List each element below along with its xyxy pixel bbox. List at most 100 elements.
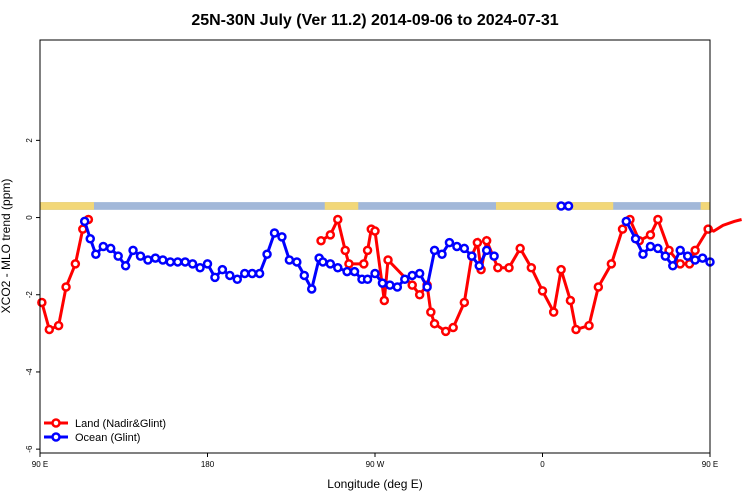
ocean-data-point xyxy=(254,268,265,279)
land-data-point xyxy=(414,289,425,300)
land-series xyxy=(37,214,742,337)
ocean-data-point xyxy=(325,259,336,269)
land-data-point xyxy=(459,297,470,308)
land-data-point xyxy=(383,255,393,265)
ocean-data-point xyxy=(467,251,477,261)
ocean-data-point xyxy=(262,249,272,259)
y-tick-label: -2 xyxy=(25,291,34,299)
ocean-data-point xyxy=(481,245,492,256)
ocean-data-point xyxy=(660,251,671,261)
land-data-point xyxy=(645,230,656,240)
ocean-data-point xyxy=(247,268,257,279)
ocean-data-point xyxy=(474,261,484,271)
legend-item-ocean: Ocean (Glint) xyxy=(44,432,140,444)
ocean-data-point xyxy=(143,255,153,265)
land-data-point xyxy=(617,224,628,234)
land-data-point xyxy=(556,264,566,275)
ocean-data-point xyxy=(172,257,183,267)
land-data-point xyxy=(703,224,713,234)
land-data-point xyxy=(526,262,537,273)
ocean-data-point xyxy=(668,261,678,271)
ocean-data-point xyxy=(105,243,116,254)
ocean-data-point xyxy=(85,234,95,244)
land-data-point xyxy=(448,322,458,333)
ocean-data-point xyxy=(400,274,410,285)
land-data-point xyxy=(515,243,525,254)
land-strip-segment xyxy=(495,202,614,210)
legend-item-land: Land (Nadir&Glint) xyxy=(44,418,166,430)
land-data-point xyxy=(548,307,559,317)
ocean-data-point xyxy=(292,257,302,267)
land-data-point xyxy=(493,262,503,273)
ocean-data-point xyxy=(563,201,574,211)
land-data-point xyxy=(426,307,436,317)
plot-frame xyxy=(39,39,711,454)
land-data-point xyxy=(653,214,663,225)
ocean-data-point xyxy=(239,268,250,279)
ocean-data-point xyxy=(210,272,220,283)
land-data-point xyxy=(37,297,47,308)
ocean-data-point xyxy=(98,241,109,252)
land-series-line xyxy=(40,218,90,332)
land-data-point xyxy=(675,259,685,269)
legend-marker xyxy=(51,418,61,428)
land-data-point xyxy=(333,214,343,225)
ocean-data-point xyxy=(377,278,388,288)
ocean-strip xyxy=(40,202,710,210)
ocean-data-point xyxy=(422,282,432,292)
land-data-point xyxy=(44,324,55,335)
land-data-point xyxy=(370,226,380,236)
land-data-point xyxy=(690,245,700,256)
land-data-point xyxy=(61,282,71,292)
legend-label: Ocean (Glint) xyxy=(75,432,140,444)
ocean-data-point xyxy=(437,249,447,259)
ocean-series xyxy=(79,201,715,294)
ocean-data-point xyxy=(342,266,352,277)
ocean-data-point xyxy=(306,284,317,294)
y-axis: -6 -4 -2 0 2 xyxy=(25,138,40,453)
ocean-data-point xyxy=(150,253,161,263)
land-data-point xyxy=(325,230,336,240)
land-data-point xyxy=(362,245,373,256)
ocean-data-point xyxy=(459,243,470,254)
ocean-data-point xyxy=(135,251,146,261)
ocean-data-point xyxy=(269,228,280,238)
land-data-point xyxy=(344,259,354,269)
ocean-data-point xyxy=(165,257,176,267)
land-data-point xyxy=(606,259,617,269)
ocean-data-point xyxy=(385,280,395,290)
ocean-data-point xyxy=(638,249,648,259)
ocean-data-point xyxy=(299,270,310,281)
ocean-data-point xyxy=(120,261,131,271)
y-tick-label: -4 xyxy=(25,368,34,376)
ocean-data-point xyxy=(414,268,425,279)
ocean-data-point xyxy=(225,270,235,281)
ocean-data-point xyxy=(158,255,168,265)
ocean-series-line xyxy=(83,220,496,294)
land-data-point xyxy=(379,295,390,306)
legend-marker xyxy=(51,432,61,442)
ocean-data-point xyxy=(362,274,373,285)
chart-title: 25N-30N July (Ver 11.2) 2014-09-06 to 20… xyxy=(191,12,558,29)
ocean-data-point xyxy=(370,268,380,279)
ocean-data-point xyxy=(187,259,198,269)
land-data-point xyxy=(53,320,64,331)
ocean-data-point xyxy=(333,262,343,273)
legend-label: Land (Nadir&Glint) xyxy=(75,418,166,430)
land-data-point xyxy=(504,262,514,273)
ocean-data-point xyxy=(277,232,287,242)
ocean-data-point xyxy=(318,257,328,267)
land-series-line xyxy=(320,215,742,334)
ocean-data-point xyxy=(675,245,685,256)
x-tick-label: 90 E xyxy=(702,460,718,469)
ocean-data-point xyxy=(217,264,228,275)
y-tick-label: 2 xyxy=(25,138,34,143)
ocean-data-point xyxy=(682,251,693,261)
land-data-point xyxy=(481,235,492,246)
land-data-point xyxy=(537,286,548,296)
x-axis: 90 E 180 90 W 0 90 E xyxy=(32,453,718,469)
plot-area xyxy=(37,201,742,337)
ocean-data-point xyxy=(429,245,440,256)
ocean-data-point xyxy=(556,201,566,211)
